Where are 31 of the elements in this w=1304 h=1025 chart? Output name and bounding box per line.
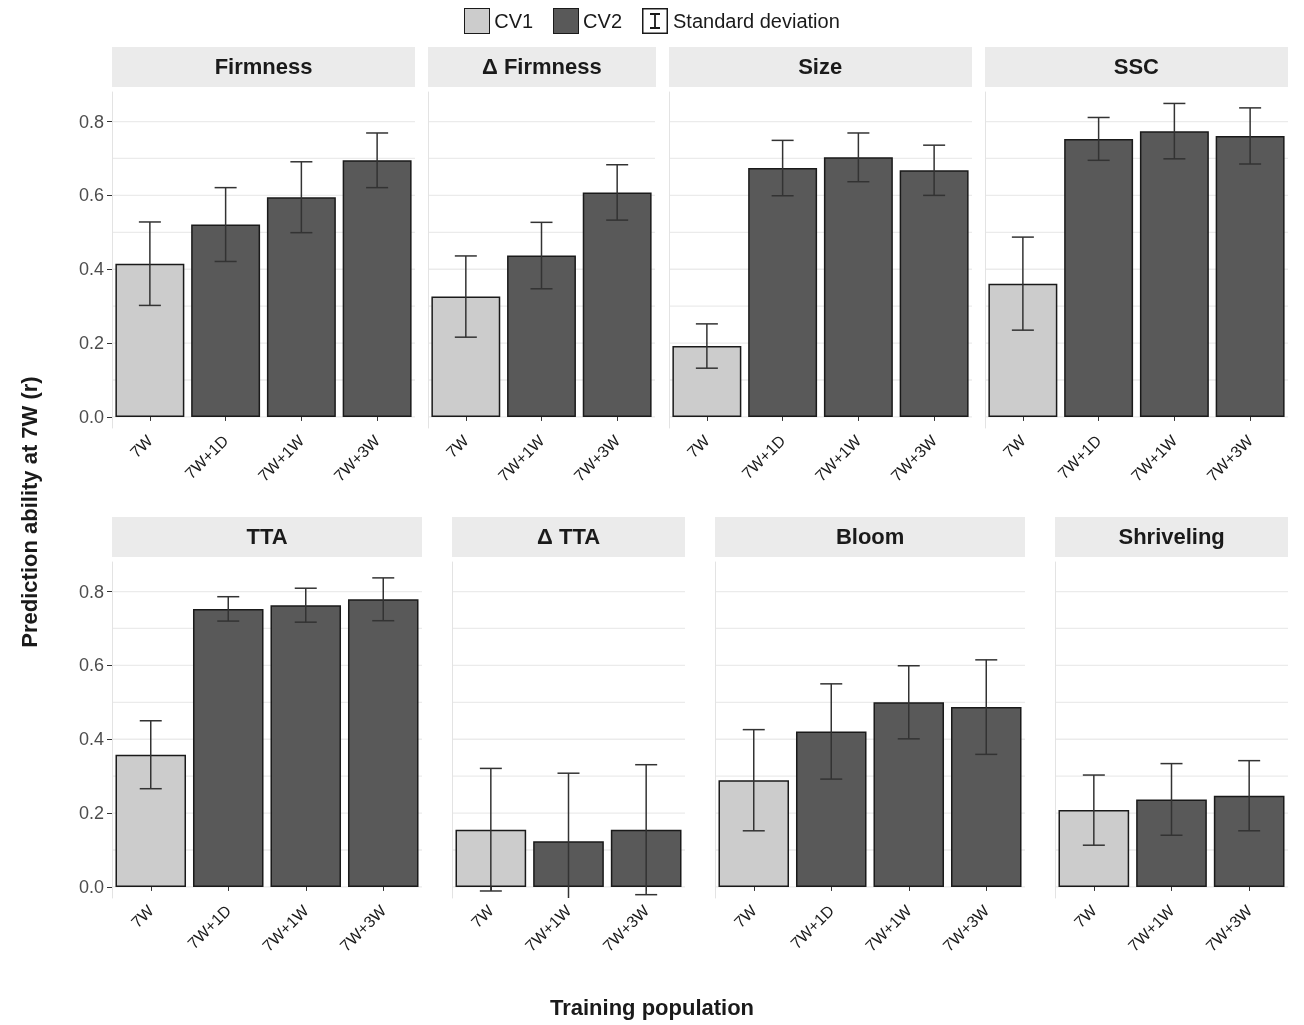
x-tick-label: 7W xyxy=(1071,901,1101,931)
chart-title: SSC xyxy=(984,47,1288,87)
y-tick-label: 0.4 xyxy=(78,259,104,280)
y-tick-label: 0.2 xyxy=(78,333,104,354)
y-tick-label: 0.6 xyxy=(78,185,104,206)
legend-label: CV2 xyxy=(583,9,622,33)
x-tick-label: 7W xyxy=(127,901,158,931)
y-tick-label: 0.0 xyxy=(78,406,104,427)
y-tick-label: 0.2 xyxy=(78,803,104,824)
x-tick-label: 7W xyxy=(683,431,714,461)
legend-label: CV1 xyxy=(494,9,534,33)
y-tick-label: 0.6 xyxy=(78,655,104,676)
chart-title: Bloom xyxy=(715,517,1026,557)
chart-title: Firmness xyxy=(112,47,416,87)
y-tick-label: 0.8 xyxy=(78,581,104,602)
x-tick-label: 7W xyxy=(443,431,473,461)
chart-title: Δ TTA xyxy=(452,517,685,557)
text: Standard deviation xyxy=(673,9,840,33)
y-axis-title: Prediction ability at 7W (r) xyxy=(17,376,43,648)
y-tick-label: 0.4 xyxy=(78,729,104,750)
chart-title: Δ Firmness xyxy=(428,47,656,87)
chart-title: Size xyxy=(668,47,972,87)
x-axis-title: Training population xyxy=(548,995,756,1021)
x-tick-label: 7W xyxy=(126,431,157,461)
x-tick-label: 7W xyxy=(999,431,1030,461)
y-tick-label: 0.0 xyxy=(78,876,104,897)
chart-title: Shriveling xyxy=(1055,517,1288,557)
x-tick-label: 7W xyxy=(730,901,761,931)
chart-title: TTA xyxy=(112,517,423,557)
x-tick-label: 7W xyxy=(468,901,498,931)
y-tick-label: 0.8 xyxy=(78,111,104,132)
